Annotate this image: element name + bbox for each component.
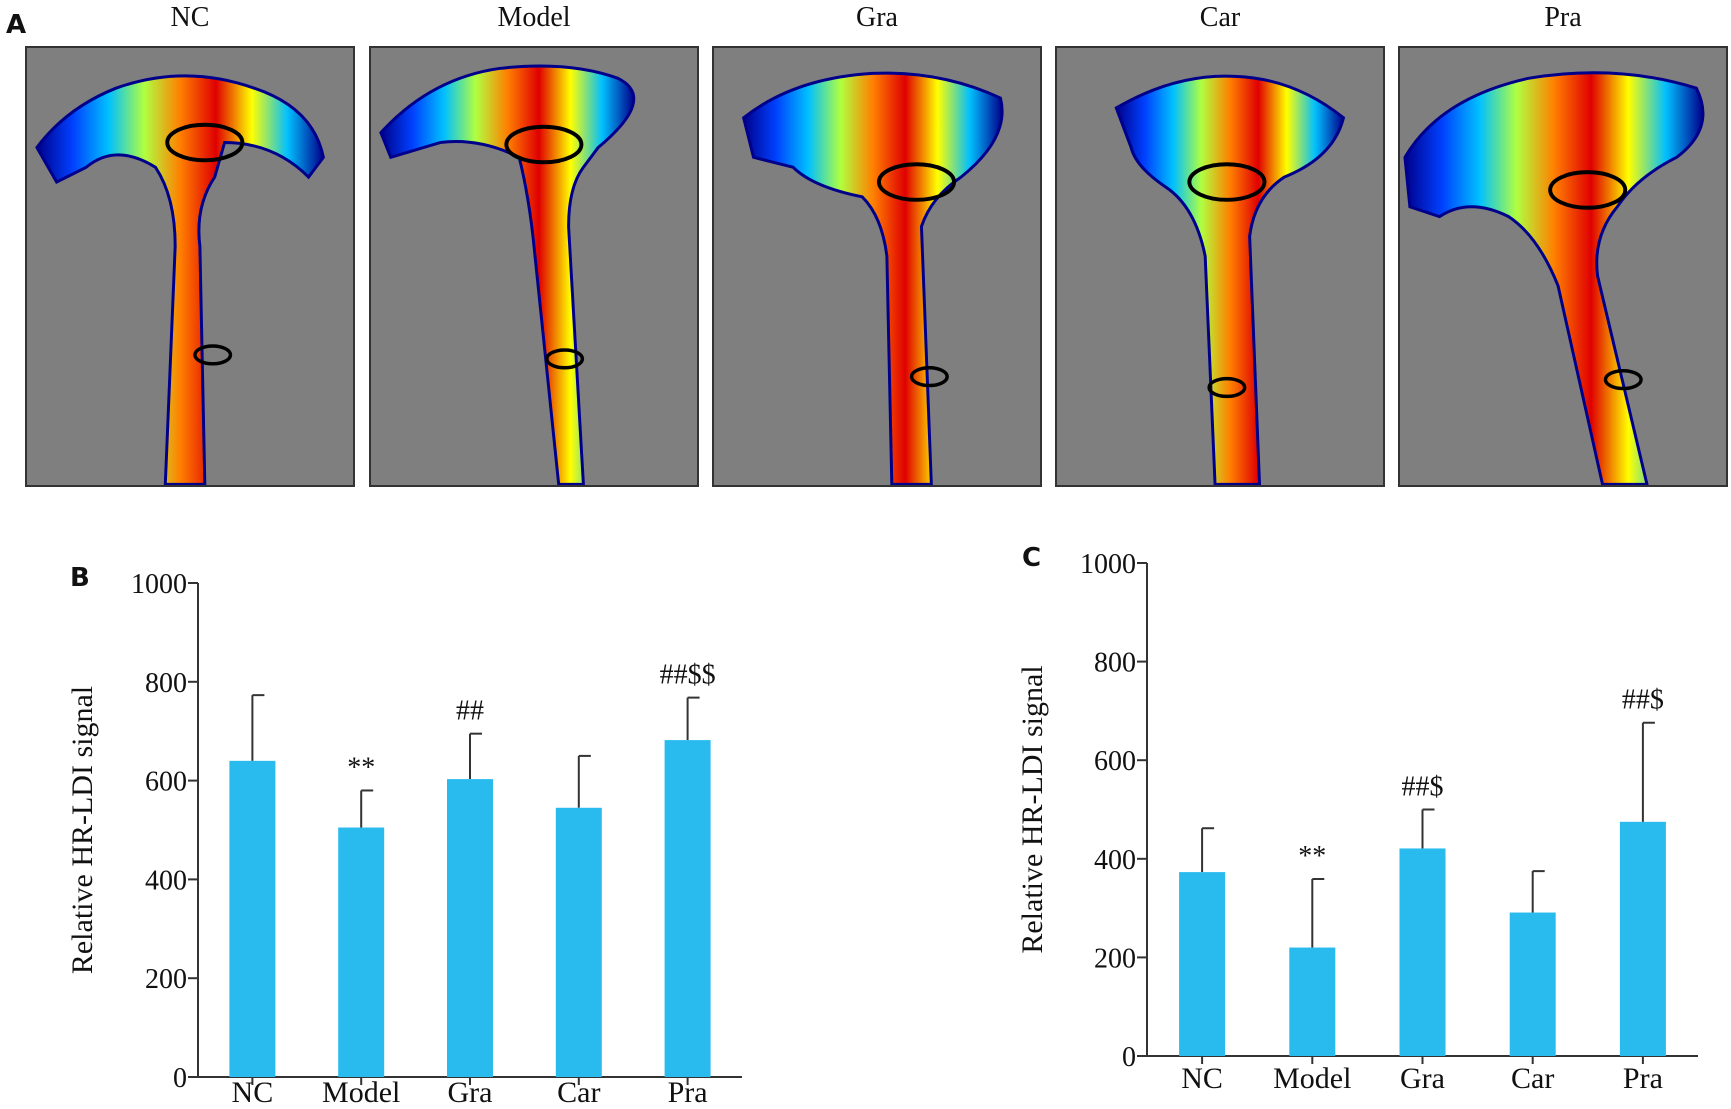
image-title-nc: NC — [170, 2, 210, 33]
significance-label: ##$$ — [660, 660, 716, 691]
tissue-region — [1403, 71, 1705, 485]
bar-car — [555, 807, 602, 1077]
bar-nc — [229, 760, 276, 1077]
bar-gra — [1399, 848, 1446, 1056]
panel-b-letter: B — [70, 563, 90, 593]
chart-c: 0 200 400 600 800 1000 Relative HR-LDI signal N… — [1016, 549, 1698, 1095]
roi-oval-upper — [877, 162, 957, 202]
y-axis-label: Relative HR-LDI signal — [1016, 665, 1049, 953]
tissue-region — [35, 74, 325, 485]
tissue-region — [1114, 74, 1346, 485]
roi-oval-upper — [165, 122, 245, 163]
bar-car — [1509, 912, 1556, 1056]
roi-oval-upper — [504, 124, 584, 165]
bar-gra — [447, 779, 493, 1077]
image-title-car: Car — [1199, 2, 1241, 33]
x-tick-label: NC — [1181, 1062, 1223, 1095]
perfusion-image-car — [1055, 46, 1385, 487]
y-tick-label: 1000 — [1080, 549, 1136, 580]
x-tick-label: Gra — [1400, 1062, 1445, 1095]
y-tick-label: 800 — [1094, 648, 1136, 679]
significance-label: ## — [456, 696, 484, 727]
image-title-pra: Pra — [1544, 2, 1582, 33]
x-tick-label: Pra — [1623, 1062, 1663, 1095]
x-tick-label: Gra — [448, 1076, 493, 1109]
y-tick-label: 600 — [1094, 746, 1136, 777]
significance-label: ** — [1298, 841, 1326, 872]
x-tick-label: Car — [557, 1076, 600, 1109]
y-tick-label: 200 — [145, 964, 187, 995]
y-tick-label: 800 — [145, 668, 187, 699]
tissue-region — [741, 71, 1004, 485]
y-tick-label: 1000 — [131, 569, 187, 600]
roi-oval-upper — [1187, 162, 1267, 202]
significance-label: ** — [347, 752, 375, 783]
chart-b: 0 200 400 600 800 1000 Relative HR-LDI signal N… — [66, 569, 742, 1109]
perfusion-image-gra — [712, 46, 1042, 487]
y-tick-label: 400 — [145, 865, 187, 896]
roi-oval-upper — [1548, 170, 1628, 210]
y-axis-label: Relative HR-LDI signal — [66, 686, 99, 974]
perfusion-image-pra — [1398, 46, 1728, 487]
perfusion-image-nc — [25, 46, 355, 487]
bar-pra — [1619, 821, 1666, 1056]
x-tick-label: NC — [232, 1076, 274, 1109]
image-title-model: Model — [497, 2, 571, 33]
roi-oval-lower — [1207, 376, 1247, 399]
bar-model — [338, 827, 385, 1077]
roi-oval-lower — [545, 348, 585, 370]
bar-model — [1289, 947, 1336, 1056]
x-tick-label: Car — [1511, 1062, 1554, 1095]
perfusion-image-model — [369, 46, 699, 487]
y-tick-label: 0 — [1122, 1042, 1136, 1073]
roi-oval-lower — [193, 344, 233, 366]
roi-oval-lower — [1603, 368, 1643, 391]
significance-label: ##$ — [1622, 685, 1664, 716]
x-tick-label: Model — [322, 1076, 400, 1109]
roi-oval-lower — [909, 366, 949, 388]
bar-pra — [664, 740, 711, 1077]
panel-a-letter: A — [6, 10, 27, 40]
x-tick-label: Model — [1273, 1062, 1351, 1095]
y-tick-label: 600 — [145, 767, 187, 798]
panel-c-letter: C — [1022, 543, 1042, 573]
y-tick-label: 0 — [173, 1063, 187, 1094]
y-tick-label: 400 — [1094, 845, 1136, 876]
significance-label: ##$ — [1402, 772, 1444, 803]
image-title-gra: Gra — [856, 2, 898, 33]
y-tick-label: 200 — [1094, 943, 1136, 974]
bar-nc — [1179, 872, 1226, 1056]
x-tick-label: Pra — [668, 1076, 708, 1109]
